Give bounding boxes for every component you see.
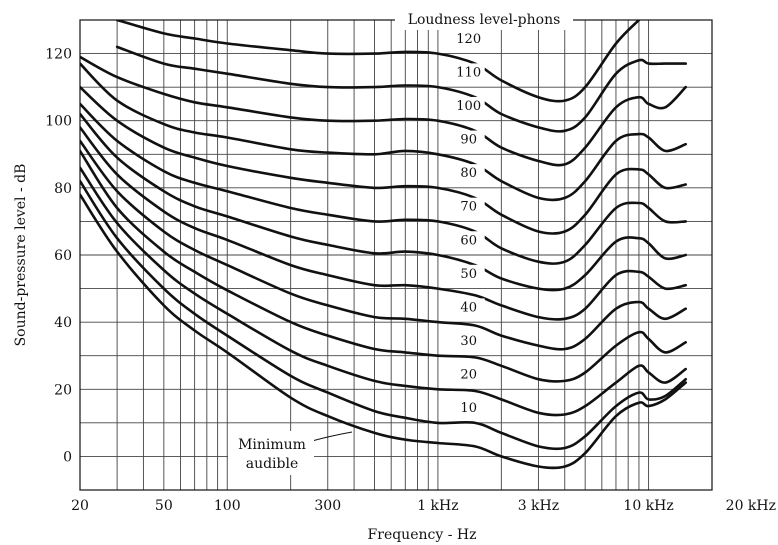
x-axis-label: Frequency - Hz	[368, 527, 477, 543]
y-tick-label: 40	[54, 315, 72, 331]
phon-label-bg	[452, 29, 485, 46]
x-tick-labels: 20 50 100 300 1 kHz 3 kHz 10 kHz 20 kHz	[71, 498, 776, 514]
phon-label-bg	[452, 264, 485, 281]
x-tick-label: 3 kHz	[518, 498, 559, 514]
curve-10	[80, 179, 687, 451]
phon-label-bg	[452, 231, 485, 248]
chart-title: Loudness level-phons	[408, 12, 561, 28]
phon-label: 120	[456, 32, 481, 47]
curve-80	[80, 85, 687, 235]
phon-label-bg	[452, 63, 485, 80]
y-tick-label: 80	[54, 181, 72, 197]
phon-label-bg	[452, 331, 485, 348]
x-tick-label: 20 kHz	[726, 498, 776, 514]
phon-label: 80	[460, 166, 477, 181]
curve-90	[80, 62, 687, 202]
phon-label: 20	[460, 368, 477, 383]
annotation-audible: audible	[246, 456, 299, 472]
phon-label-bg	[452, 298, 485, 315]
phon-label: 110	[456, 65, 481, 80]
curve-40	[80, 139, 687, 351]
y-tick-label: 0	[63, 449, 72, 465]
y-tick-labels: 0 20 40 60 80 100 120	[45, 47, 72, 466]
annotation-minimum: Minimum	[238, 437, 306, 453]
phon-label: 40	[460, 300, 477, 315]
grid-lines	[80, 20, 712, 490]
y-tick-label: 120	[45, 47, 72, 63]
y-tick-label: 60	[54, 248, 72, 264]
curve-20	[80, 166, 687, 417]
y-tick-label: 100	[45, 114, 72, 130]
x-tick-label: 20	[71, 498, 89, 514]
phon-label-bg	[452, 399, 485, 416]
title-background	[395, 8, 573, 30]
phon-labels: 120 110 100 90 80 70 60 50 40 30 20 10	[452, 29, 485, 416]
phon-label-bg	[452, 164, 485, 181]
phon-label-bg	[452, 130, 485, 147]
y-tick-label: 20	[54, 382, 72, 398]
curve-100	[80, 55, 687, 167]
curve-50	[80, 126, 687, 321]
phon-label: 30	[460, 334, 477, 349]
x-tick-label: 1 kHz	[417, 498, 458, 514]
curve-120	[115, 20, 641, 103]
phon-label: 70	[460, 200, 477, 215]
x-tick-label: 100	[214, 498, 241, 514]
phon-label-bg	[452, 197, 485, 214]
phon-label-bg	[452, 365, 485, 382]
phon-label: 90	[460, 133, 477, 148]
phon-label: 50	[460, 267, 477, 282]
x-tick-label: 300	[314, 498, 341, 514]
curve-60	[80, 112, 687, 292]
curve-minimum-audible	[80, 193, 687, 470]
curve-70	[80, 102, 687, 265]
phon-label: 10	[460, 401, 477, 416]
y-axis-label: Sound-pressure level - dB	[13, 164, 29, 347]
phon-label: 60	[460, 233, 477, 248]
x-tick-label: 50	[155, 498, 173, 514]
minimum-audible-leader	[311, 431, 353, 442]
curve-30	[80, 149, 687, 383]
x-tick-label: 10 kHz	[623, 498, 673, 514]
annotation-background	[228, 431, 314, 475]
curves	[80, 20, 687, 470]
phon-label-bg	[452, 96, 485, 113]
phon-label: 100	[456, 99, 481, 114]
